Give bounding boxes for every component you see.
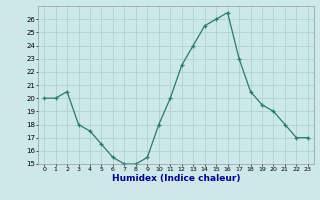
X-axis label: Humidex (Indice chaleur): Humidex (Indice chaleur) xyxy=(112,174,240,183)
